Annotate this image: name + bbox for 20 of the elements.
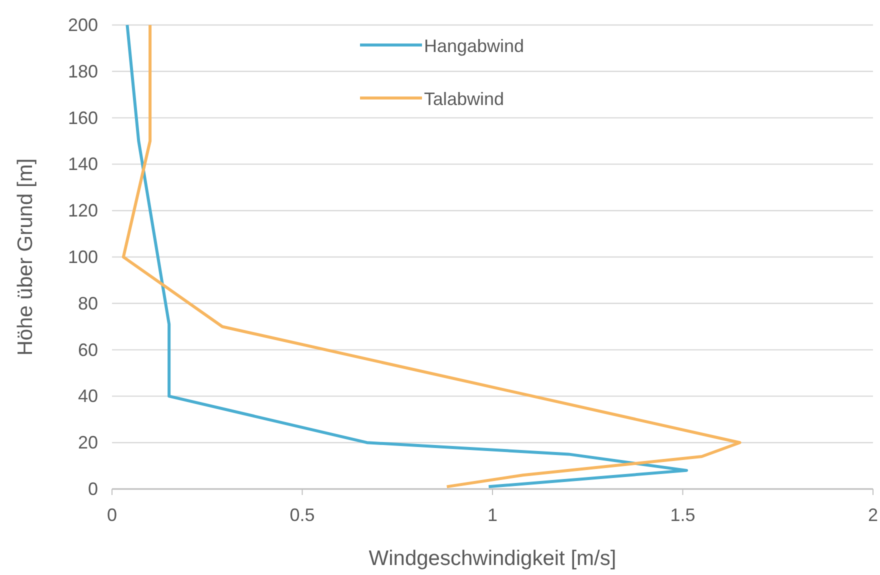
legend-label: Hangabwind [424, 36, 524, 56]
y-tick-label: 120 [68, 200, 98, 221]
y-axis-title: Höhe über Grund [m] [14, 158, 37, 356]
y-tick-label: 0 [88, 479, 98, 499]
x-axis-title: Windgeschwindigkeit [m/s] [368, 547, 616, 570]
y-tick-label: 80 [78, 293, 98, 314]
y-tick-label: 140 [68, 154, 98, 174]
y-tick-label: 200 [68, 15, 98, 35]
y-tick-label: 20 [78, 432, 98, 453]
y-tick-label: 160 [68, 108, 98, 128]
y-tick-label: 180 [68, 61, 98, 82]
x-tick-label: 1.5 [670, 505, 696, 525]
x-tick-label: 0 [106, 505, 118, 525]
x-tick-label: 1 [487, 505, 498, 525]
x-tick-label: 0.5 [290, 505, 315, 525]
y-tick-label: 40 [78, 386, 98, 406]
x-tick-label: 2 [868, 505, 878, 525]
legend-label: Talabwind [424, 89, 504, 109]
y-tick-label: 60 [78, 340, 98, 360]
y-tick-label: 100 [68, 247, 98, 267]
